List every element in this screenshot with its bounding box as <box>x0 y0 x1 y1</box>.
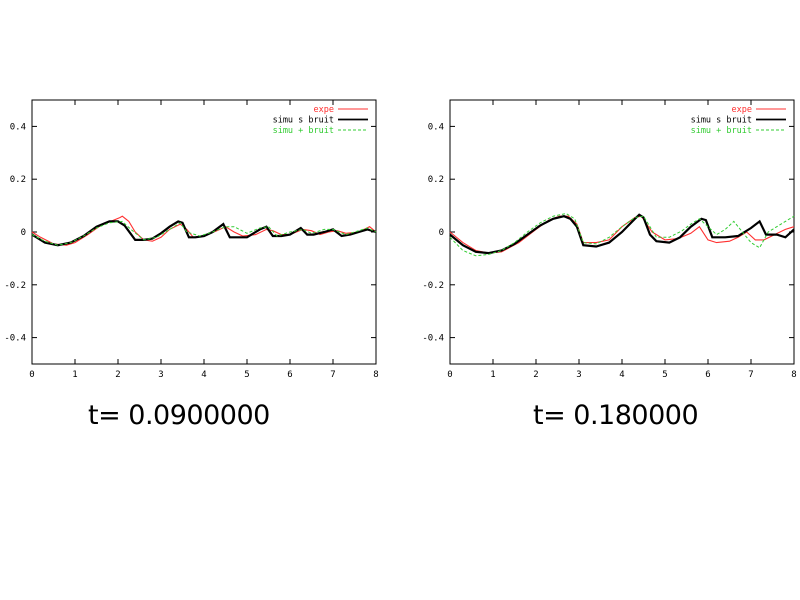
x-tick-label: 6 <box>287 370 292 380</box>
x-tick-label: 8 <box>373 370 378 380</box>
series-line-expe <box>31 215 377 246</box>
y-tick-label: -0.2 <box>4 281 26 291</box>
legend-label-expe: expe <box>732 105 752 115</box>
series-line-expe <box>449 215 795 254</box>
y-tick-label: 0 <box>21 228 26 238</box>
x-tick-label: 8 <box>791 370 796 380</box>
legend-label-simu-bruit: simu + bruit <box>273 126 334 136</box>
x-tick-label: 5 <box>662 370 667 380</box>
caption-left-time: t= 0.0900000 <box>88 400 270 431</box>
y-tick-label: 0.2 <box>10 175 26 185</box>
x-tick-label: 3 <box>576 370 581 380</box>
x-tick-label: 7 <box>748 370 753 380</box>
x-tick-label: 5 <box>244 370 249 380</box>
x-tick-label: 4 <box>201 370 206 380</box>
y-tick-label: -0.2 <box>422 281 444 291</box>
x-tick-label: 2 <box>533 370 538 380</box>
y-tick-label: 0.4 <box>10 122 26 132</box>
legend-label-simu-s-bruit: simu s bruit <box>273 116 334 126</box>
caption-right-time: t= 0.180000 <box>533 400 699 431</box>
x-tick-label: 1 <box>490 370 495 380</box>
series-line-simu-s-bruit <box>449 213 795 255</box>
legend-label-expe: expe <box>314 105 334 115</box>
x-tick-label: 2 <box>115 370 120 380</box>
x-tick-label: 4 <box>619 370 624 380</box>
x-tick-label: 1 <box>72 370 77 380</box>
y-tick-label: 0 <box>439 228 444 238</box>
legend-label-simu-s-bruit: simu s bruit <box>691 116 752 126</box>
series-line-simu-bruit <box>31 220 377 246</box>
y-tick-label: -0.4 <box>422 334 444 344</box>
x-tick-label: 0 <box>447 370 452 380</box>
x-tick-label: 6 <box>705 370 710 380</box>
legend-label-simu-bruit: simu + bruit <box>691 126 752 136</box>
y-tick-label: -0.4 <box>4 334 26 344</box>
y-tick-label: 0.4 <box>428 122 444 132</box>
x-tick-label: 0 <box>29 370 34 380</box>
y-tick-label: 0.2 <box>428 175 444 185</box>
x-tick-label: 7 <box>330 370 335 380</box>
x-tick-label: 3 <box>158 370 163 380</box>
